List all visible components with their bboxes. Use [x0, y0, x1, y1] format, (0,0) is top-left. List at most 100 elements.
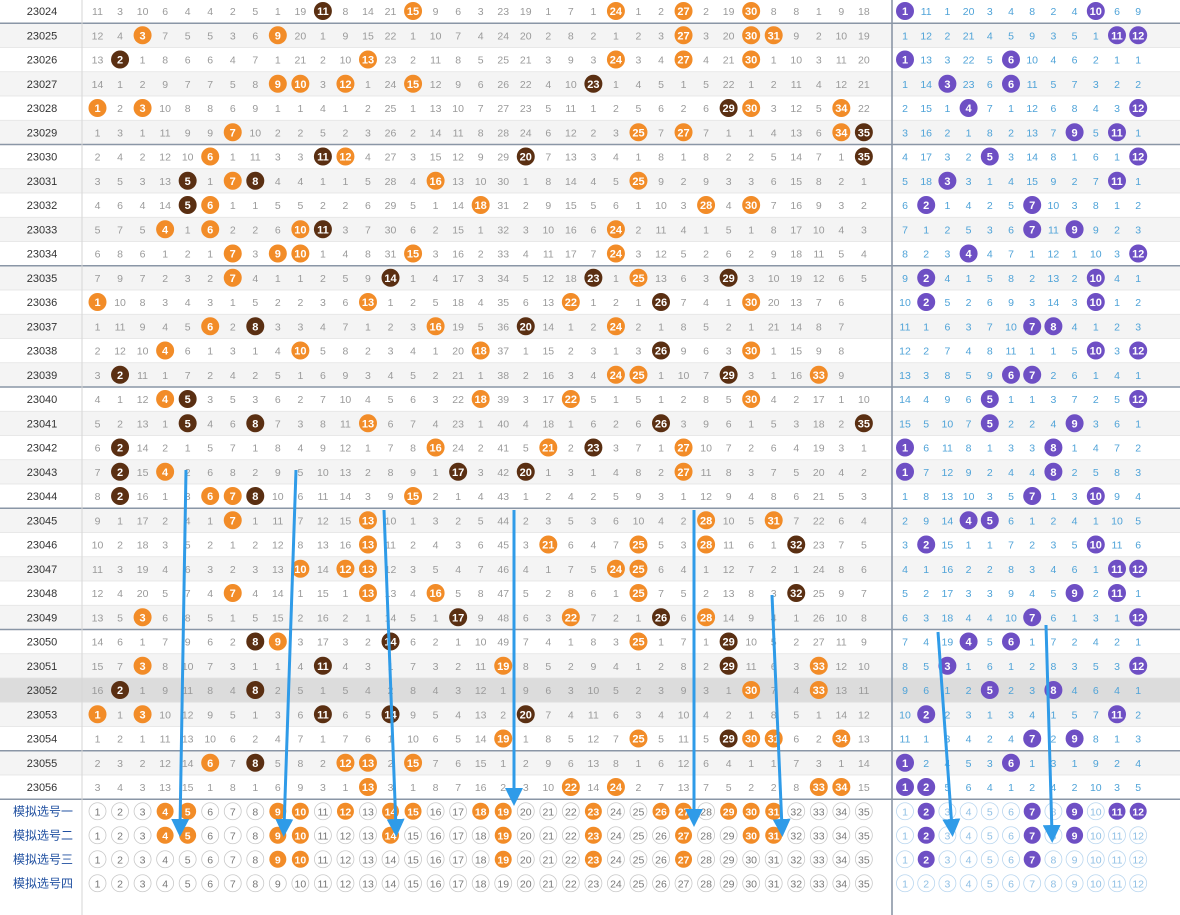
sim-back-option-ball[interactable]: [1086, 802, 1105, 821]
sim-front-option-ball[interactable]: [201, 802, 220, 821]
sim-back-selected-ball[interactable]: [917, 850, 935, 868]
sim-front-option-ball[interactable]: [246, 850, 265, 869]
sim-front-option-ball[interactable]: [336, 826, 355, 845]
sim-front-option-ball[interactable]: [832, 850, 851, 869]
sim-front-selected-ball[interactable]: [269, 850, 287, 868]
sim-front-option-ball[interactable]: [652, 826, 670, 845]
sim-front-option-ball[interactable]: [359, 850, 377, 869]
sim-front-option-ball[interactable]: [449, 826, 468, 845]
sim-front-option-ball[interactable]: [449, 802, 468, 821]
sim-front-option-ball[interactable]: [88, 802, 107, 821]
sim-back-selected-ball[interactable]: [917, 802, 935, 820]
sim-front-option-ball[interactable]: [697, 826, 715, 845]
sim-front-option-ball[interactable]: [561, 826, 580, 845]
sim-back-selected-ball[interactable]: [1129, 802, 1147, 820]
sim-back-option-ball[interactable]: [1108, 826, 1126, 845]
sim-front-option-ball[interactable]: [607, 802, 625, 821]
sim-front-option-ball[interactable]: [539, 826, 558, 845]
sim-back-option-ball[interactable]: [896, 802, 914, 821]
sim-front-option-ball[interactable]: [111, 850, 129, 869]
sim-back-option-ball[interactable]: [1002, 802, 1020, 821]
sim-front-option-ball[interactable]: [178, 850, 197, 869]
sim-front-option-ball[interactable]: [764, 850, 783, 869]
sim-front-option-ball[interactable]: [111, 802, 129, 821]
sim-back-option-ball[interactable]: [959, 802, 978, 821]
sim-front-option-ball[interactable]: [516, 826, 535, 845]
sim-front-option-ball[interactable]: [607, 826, 625, 845]
sim-front-option-ball[interactable]: [539, 850, 558, 869]
sim-front-selected-ball[interactable]: [291, 826, 309, 844]
sim-front-selected-ball[interactable]: [584, 826, 602, 844]
sim-front-selected-ball[interactable]: [156, 802, 174, 820]
sim-front-option-ball[interactable]: [313, 802, 332, 821]
sim-front-selected-ball[interactable]: [675, 826, 693, 844]
sim-front-option-ball[interactable]: [359, 826, 377, 845]
sim-front-option-ball[interactable]: [629, 826, 648, 845]
sim-front-selected-ball[interactable]: [291, 802, 309, 820]
sim-front-option-ball[interactable]: [787, 850, 806, 869]
sim-front-selected-ball[interactable]: [269, 802, 287, 820]
sim-front-option-ball[interactable]: [697, 850, 715, 869]
sim-front-option-ball[interactable]: [313, 826, 332, 845]
sim-back-selected-ball[interactable]: [1023, 802, 1041, 820]
sim-front-option-ball[interactable]: [313, 850, 332, 869]
sim-back-option-ball[interactable]: [1044, 802, 1063, 821]
sim-back-option-ball[interactable]: [938, 850, 957, 869]
sim-front-option-ball[interactable]: [719, 826, 738, 845]
sim-front-option-ball[interactable]: [471, 850, 490, 869]
sim-front-selected-ball[interactable]: [652, 802, 670, 820]
sim-front-selected-ball[interactable]: [179, 802, 197, 820]
sim-front-option-ball[interactable]: [88, 826, 107, 845]
sim-front-option-ball[interactable]: [156, 850, 175, 869]
sim-back-option-ball[interactable]: [896, 826, 914, 845]
sim-front-option-ball[interactable]: [719, 850, 738, 869]
sim-front-option-ball[interactable]: [787, 802, 806, 821]
sim-front-option-ball[interactable]: [426, 802, 445, 821]
sim-back-option-ball[interactable]: [980, 826, 999, 845]
sim-front-option-ball[interactable]: [449, 850, 468, 869]
sim-back-option-ball[interactable]: [980, 802, 999, 821]
sim-front-option-ball[interactable]: [404, 850, 422, 869]
sim-back-option-ball[interactable]: [1065, 850, 1084, 869]
sim-front-option-ball[interactable]: [607, 850, 625, 869]
sim-front-option-ball[interactable]: [652, 850, 670, 869]
sim-front-option-ball[interactable]: [246, 826, 265, 845]
sim-front-selected-ball[interactable]: [291, 850, 309, 868]
sim-back-selected-ball[interactable]: [917, 826, 935, 844]
sim-front-option-ball[interactable]: [539, 802, 558, 821]
sim-back-option-ball[interactable]: [1044, 850, 1063, 869]
sim-front-option-ball[interactable]: [809, 826, 828, 845]
sim-front-option-ball[interactable]: [854, 802, 873, 821]
sim-front-option-ball[interactable]: [133, 850, 152, 869]
sim-front-selected-ball[interactable]: [584, 802, 602, 820]
sim-back-selected-ball[interactable]: [1023, 850, 1041, 868]
sim-front-option-ball[interactable]: [133, 826, 152, 845]
sim-back-option-ball[interactable]: [1002, 850, 1020, 869]
sim-back-option-ball[interactable]: [1002, 826, 1020, 845]
sim-back-selected-ball[interactable]: [1066, 826, 1084, 844]
sim-front-option-ball[interactable]: [88, 850, 107, 869]
sim-front-selected-ball[interactable]: [720, 802, 738, 820]
sim-front-option-ball[interactable]: [223, 850, 242, 869]
sim-front-option-ball[interactable]: [201, 826, 220, 845]
sim-front-option-ball[interactable]: [201, 850, 220, 869]
sim-back-selected-ball[interactable]: [1023, 826, 1041, 844]
sim-front-selected-ball[interactable]: [494, 850, 512, 868]
sim-front-option-ball[interactable]: [742, 850, 761, 869]
sim-front-option-ball[interactable]: [854, 850, 873, 869]
sim-front-option-ball[interactable]: [854, 826, 873, 845]
sim-back-option-ball[interactable]: [1086, 850, 1105, 869]
sim-front-selected-ball[interactable]: [404, 802, 422, 820]
sim-front-option-ball[interactable]: [516, 802, 535, 821]
sim-back-option-ball[interactable]: [896, 850, 914, 869]
sim-front-option-ball[interactable]: [629, 802, 648, 821]
sim-front-option-ball[interactable]: [561, 802, 580, 821]
sim-front-option-ball[interactable]: [809, 802, 828, 821]
sim-front-option-ball[interactable]: [426, 826, 445, 845]
sim-front-option-ball[interactable]: [246, 802, 265, 821]
sim-front-option-ball[interactable]: [336, 850, 355, 869]
sim-back-selected-ball[interactable]: [1108, 802, 1126, 820]
sim-back-option-ball[interactable]: [959, 850, 978, 869]
sim-front-option-ball[interactable]: [133, 802, 152, 821]
sim-front-option-ball[interactable]: [832, 802, 851, 821]
